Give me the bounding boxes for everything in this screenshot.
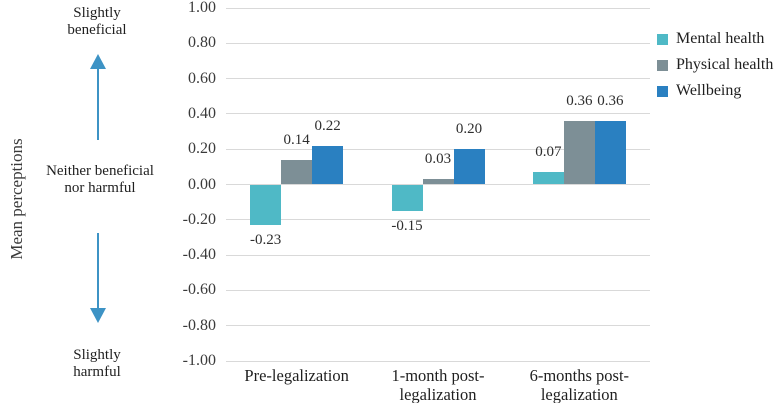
bar — [453, 149, 485, 185]
legend: Mental health Physical health Wellbeing — [657, 29, 773, 107]
bar — [563, 120, 595, 185]
x-category-label: Pre-legalization — [244, 366, 349, 385]
up-arrow-shaft — [97, 69, 99, 140]
bar — [281, 159, 313, 185]
gridline — [226, 184, 650, 185]
bar-value-label: 0.36 — [566, 92, 593, 109]
up-arrow-head — [90, 54, 106, 69]
y-tick-label: 1.00 — [188, 0, 216, 16]
bar-value-label: 0.14 — [283, 131, 310, 148]
bar-value-label: 0.36 — [597, 92, 624, 109]
y-tick-label: -1.00 — [182, 352, 216, 369]
gridline — [226, 254, 650, 256]
gridline — [226, 7, 650, 9]
gridline — [226, 360, 650, 362]
legend-label: Physical health — [676, 56, 774, 73]
y-tick-label: 0.60 — [188, 69, 216, 87]
gridline — [226, 148, 650, 150]
bar — [532, 172, 564, 185]
x-category-label: 6-months post-legalization — [529, 366, 630, 403]
y-tick-label: 0.80 — [188, 34, 216, 52]
legend-swatch — [657, 59, 668, 71]
legend-item: Physical health — [657, 55, 773, 75]
gridline — [226, 113, 650, 115]
bar-value-label: -0.23 — [250, 232, 282, 249]
x-category-label: 1-month post-legalization — [391, 366, 485, 403]
gridline — [226, 219, 650, 221]
bar-value-label: 0.20 — [455, 121, 483, 138]
y-axis-title: Mean perceptions — [7, 138, 26, 260]
axis-annotation-beneficial: Slightly beneficial — [67, 5, 127, 38]
bar-value-label: -0.15 — [391, 217, 423, 234]
plot-area: -0.23 0.14 0.22 -0.15 0.03 0.20 0.07 0.36 0.36 — [226, 7, 650, 362]
y-tick-label: 0.00 — [188, 175, 216, 193]
axis-annotation-harmful: Slightly harmful — [73, 347, 121, 380]
bar — [250, 184, 282, 226]
legend-swatch — [657, 85, 668, 97]
down-arrow-head — [90, 308, 106, 323]
gridline — [226, 78, 650, 80]
bar-value-label: 0.07 — [535, 144, 562, 161]
legend-swatch — [657, 33, 668, 45]
down-arrow-shaft — [97, 233, 99, 308]
bar — [422, 179, 454, 185]
y-tick-label: -0.80 — [182, 316, 216, 334]
gridline — [226, 325, 650, 327]
bar — [594, 120, 626, 185]
bar-value-label: 0.03 — [424, 151, 452, 168]
legend-item: Mental health — [657, 29, 773, 49]
axis-annotation-neutral: Neither beneficial nor harmful — [46, 163, 154, 196]
down-arrow-icon — [90, 233, 106, 323]
legend-label: Wellbeing — [676, 82, 742, 99]
y-tick-label: -0.40 — [182, 246, 216, 264]
bar-value-label: 0.22 — [314, 117, 341, 134]
legend-item: Wellbeing — [657, 81, 773, 101]
y-tick-label: 0.40 — [188, 104, 216, 122]
bar — [312, 145, 344, 185]
legend-label: Mental health — [676, 30, 765, 47]
gridline — [226, 289, 650, 291]
bar — [391, 184, 423, 211]
gridline — [226, 42, 650, 44]
up-arrow-icon — [90, 54, 106, 140]
y-tick-label: -0.60 — [182, 281, 216, 299]
y-tick-label: -0.20 — [182, 210, 216, 228]
y-tick-label: 0.20 — [188, 140, 216, 158]
